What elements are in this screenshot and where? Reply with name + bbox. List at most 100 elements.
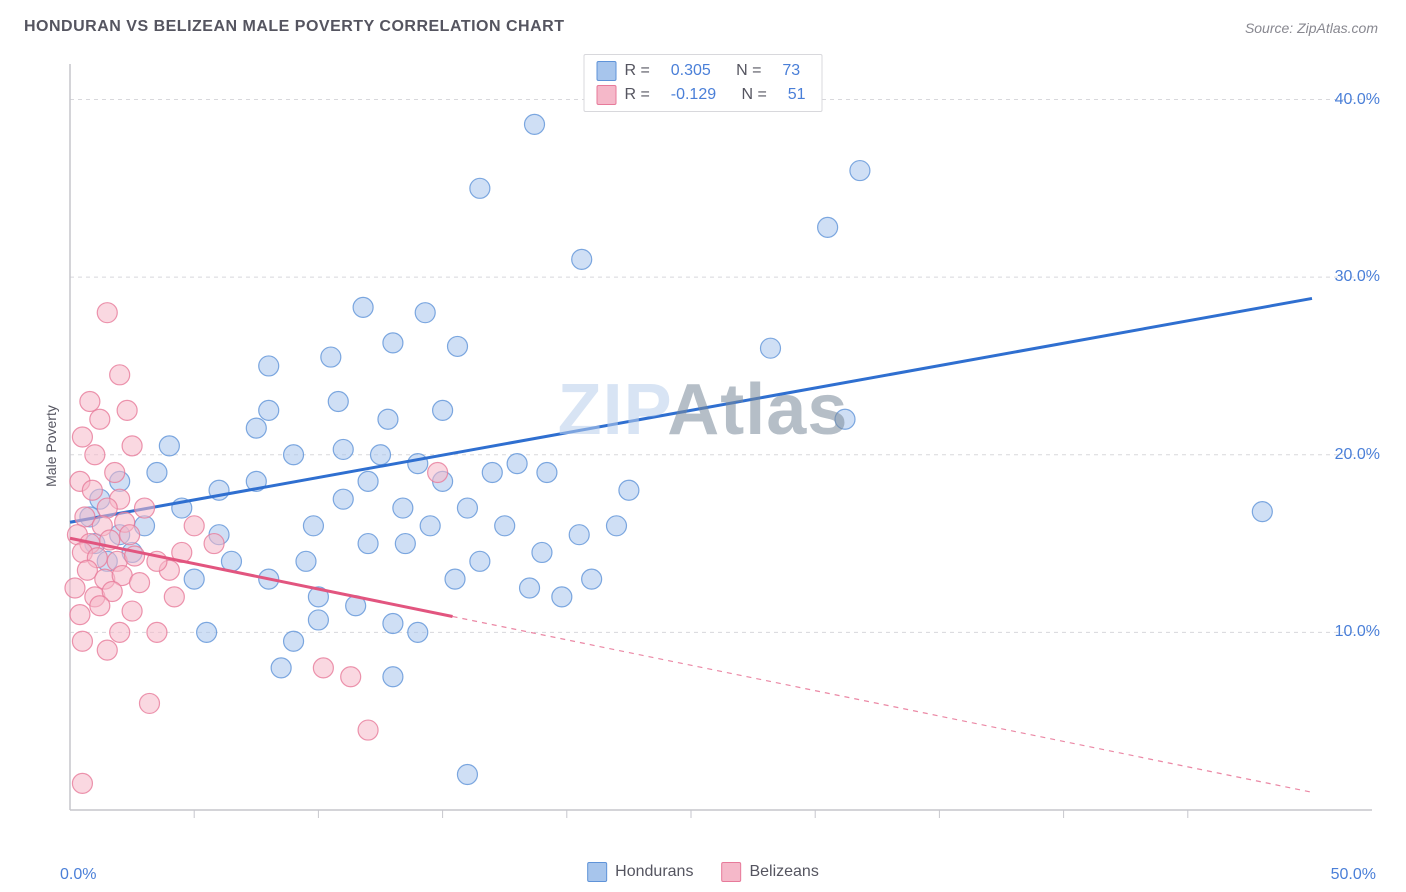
scatter-point	[408, 622, 428, 642]
y-tick-label: 30.0%	[1335, 268, 1380, 286]
scatter-point	[395, 534, 415, 554]
trend-line	[70, 298, 1312, 522]
scatter-point	[383, 614, 403, 634]
scatter-point	[72, 773, 92, 793]
scatter-point	[90, 596, 110, 616]
scatter-point	[371, 445, 391, 465]
scatter-point	[70, 605, 90, 625]
scatter-point	[448, 336, 468, 356]
series-legend-label: Hondurans	[615, 863, 693, 881]
scatter-point	[606, 516, 626, 536]
scatter-point	[835, 409, 855, 429]
legend-n-value: 73	[782, 62, 800, 80]
scatter-point	[313, 658, 333, 678]
scatter-point	[147, 622, 167, 642]
y-tick-label: 40.0%	[1335, 91, 1380, 109]
scatter-point	[72, 427, 92, 447]
source-label: Source: ZipAtlas.com	[1245, 20, 1378, 36]
scatter-point	[184, 569, 204, 589]
scatter-point	[117, 400, 137, 420]
scatter-point	[358, 534, 378, 554]
scatter-point	[341, 667, 361, 687]
scatter-point	[383, 667, 403, 687]
scatter-point	[433, 400, 453, 420]
scatter-point	[204, 534, 224, 554]
y-tick-label: 10.0%	[1335, 623, 1380, 641]
series-legend-label: Belizeans	[749, 863, 818, 881]
scatter-point	[415, 303, 435, 323]
scatter-point	[97, 640, 117, 660]
scatter-point	[353, 297, 373, 317]
scatter-point	[296, 551, 316, 571]
scatter-point	[308, 610, 328, 630]
legend-swatch	[587, 862, 607, 882]
scatter-point	[428, 463, 448, 483]
scatter-point	[525, 114, 545, 134]
scatter-point	[358, 720, 378, 740]
scatter-point	[122, 601, 142, 621]
scatter-point	[470, 551, 490, 571]
scatter-point	[85, 445, 105, 465]
scatter-point	[457, 764, 477, 784]
scatter-point	[271, 658, 291, 678]
scatter-point	[333, 489, 353, 509]
scatter-point	[532, 542, 552, 562]
scatter-point	[482, 463, 502, 483]
scatter-point	[303, 516, 323, 536]
series-legend-item: Hondurans	[587, 862, 693, 882]
scatter-point	[197, 622, 217, 642]
legend-row: R = -0.129 N = 51	[597, 83, 810, 107]
scatter-point	[120, 525, 140, 545]
y-tick-label: 20.0%	[1335, 446, 1380, 464]
scatter-point	[760, 338, 780, 358]
scatter-point	[358, 471, 378, 491]
legend-n-label: N =	[723, 62, 771, 80]
scatter-point	[383, 333, 403, 353]
scatter-point	[393, 498, 413, 518]
scatter-point	[520, 578, 540, 598]
scatter-point	[850, 161, 870, 181]
scatter-point	[159, 436, 179, 456]
scatter-point	[619, 480, 639, 500]
chart-svg	[54, 50, 1384, 850]
scatter-point	[284, 631, 304, 651]
scatter-point	[122, 436, 142, 456]
legend-n-label: N =	[728, 86, 776, 104]
trend-line-extrapolated	[453, 616, 1312, 792]
scatter-point	[105, 463, 125, 483]
scatter-point	[457, 498, 477, 518]
legend-n-value: 51	[788, 86, 806, 104]
scatter-point	[569, 525, 589, 545]
x-axis-min-label: 0.0%	[60, 866, 96, 884]
x-axis-max-label: 50.0%	[1331, 866, 1376, 884]
correlation-legend: R = 0.305 N = 73R = -0.129 N = 51	[584, 54, 823, 112]
scatter-point	[80, 391, 100, 411]
scatter-point	[1252, 502, 1272, 522]
scatter-point	[408, 454, 428, 474]
legend-swatch	[721, 862, 741, 882]
scatter-point	[97, 498, 117, 518]
series-legend-item: Belizeans	[721, 862, 818, 882]
scatter-point	[537, 463, 557, 483]
scatter-point	[147, 463, 167, 483]
scatter-point	[72, 631, 92, 651]
scatter-point	[82, 480, 102, 500]
legend-r-label: R =	[625, 86, 659, 104]
scatter-point	[65, 578, 85, 598]
scatter-point	[90, 409, 110, 429]
scatter-point	[110, 365, 130, 385]
scatter-point	[495, 516, 515, 536]
chart-title: HONDURAN VS BELIZEAN MALE POVERTY CORREL…	[24, 18, 564, 36]
scatter-point	[378, 409, 398, 429]
legend-swatch	[597, 61, 617, 81]
legend-r-value: -0.129	[671, 86, 716, 104]
scatter-point	[284, 445, 304, 465]
scatter-point	[507, 454, 527, 474]
legend-swatch	[597, 85, 617, 105]
scatter-point	[139, 693, 159, 713]
scatter-point	[445, 569, 465, 589]
legend-row: R = 0.305 N = 73	[597, 59, 810, 83]
scatter-point	[582, 569, 602, 589]
legend-r-label: R =	[625, 62, 659, 80]
scatter-point	[470, 178, 490, 198]
